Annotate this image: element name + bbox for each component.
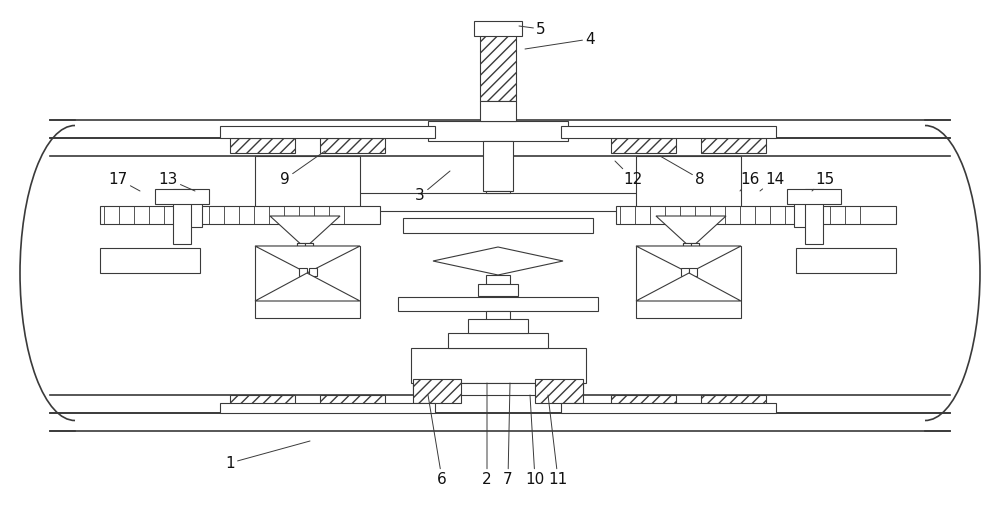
Bar <box>483 141 513 191</box>
Bar <box>561 403 776 413</box>
Bar <box>486 191 510 193</box>
Bar <box>486 275 510 288</box>
Bar <box>683 243 691 251</box>
Bar <box>403 218 593 233</box>
Bar <box>230 138 295 153</box>
Bar <box>805 189 823 244</box>
Bar <box>173 189 191 244</box>
Bar <box>611 138 676 153</box>
Bar <box>480 26 516 101</box>
Bar <box>305 243 313 251</box>
Bar <box>155 189 209 204</box>
Bar <box>689 268 697 276</box>
Text: 16: 16 <box>740 172 760 191</box>
Text: 9: 9 <box>280 151 325 186</box>
Bar <box>255 246 360 318</box>
Text: 2: 2 <box>482 383 492 486</box>
Bar <box>297 243 305 251</box>
Bar <box>787 189 841 204</box>
Bar <box>428 121 568 141</box>
Bar <box>100 248 200 273</box>
Bar <box>478 284 518 296</box>
Text: 3: 3 <box>415 171 450 203</box>
Bar <box>320 395 385 410</box>
Bar <box>474 21 522 36</box>
Bar <box>561 126 776 138</box>
Bar <box>305 243 313 251</box>
Polygon shape <box>270 216 340 248</box>
Polygon shape <box>255 246 360 273</box>
Bar <box>320 138 385 153</box>
Bar <box>636 246 741 318</box>
Bar <box>486 311 510 351</box>
Bar <box>636 156 741 214</box>
Bar <box>230 395 295 410</box>
Bar <box>448 333 548 348</box>
Bar <box>691 243 699 251</box>
Bar <box>413 379 461 403</box>
Bar <box>299 268 307 276</box>
Bar <box>255 156 360 214</box>
Polygon shape <box>433 247 563 275</box>
Bar <box>701 395 766 410</box>
Text: 13: 13 <box>158 172 195 191</box>
Bar <box>297 243 305 251</box>
Text: 7: 7 <box>503 383 513 486</box>
Bar <box>176 203 188 227</box>
Bar <box>611 395 676 410</box>
Text: 14: 14 <box>760 172 785 191</box>
Polygon shape <box>656 248 726 276</box>
Bar <box>616 206 896 224</box>
Bar <box>413 383 583 395</box>
Polygon shape <box>656 216 726 248</box>
Bar <box>701 138 766 153</box>
Polygon shape <box>270 248 340 276</box>
Text: 11: 11 <box>548 395 568 486</box>
Bar <box>309 268 317 276</box>
Bar <box>808 203 820 227</box>
Bar <box>220 403 435 413</box>
Bar <box>468 319 528 333</box>
Bar <box>480 101 516 121</box>
Bar <box>100 206 380 224</box>
Bar <box>681 268 689 276</box>
Bar <box>794 203 806 227</box>
Bar <box>535 379 583 403</box>
Text: 1: 1 <box>225 441 310 470</box>
Text: 4: 4 <box>525 31 595 49</box>
Text: 6: 6 <box>428 395 447 486</box>
Bar <box>796 248 896 273</box>
Text: 10: 10 <box>525 395 545 486</box>
Bar <box>220 126 435 138</box>
Bar <box>190 203 202 227</box>
Polygon shape <box>255 273 360 301</box>
Bar <box>411 348 586 383</box>
Bar <box>683 243 691 251</box>
Text: 15: 15 <box>812 172 835 191</box>
Bar <box>398 297 598 311</box>
Polygon shape <box>636 273 741 301</box>
Text: 5: 5 <box>519 21 546 37</box>
Bar <box>691 243 699 251</box>
Text: 8: 8 <box>660 156 705 186</box>
Polygon shape <box>636 246 741 273</box>
Text: 12: 12 <box>615 161 643 186</box>
Text: 17: 17 <box>108 172 140 191</box>
Bar <box>358 193 638 211</box>
